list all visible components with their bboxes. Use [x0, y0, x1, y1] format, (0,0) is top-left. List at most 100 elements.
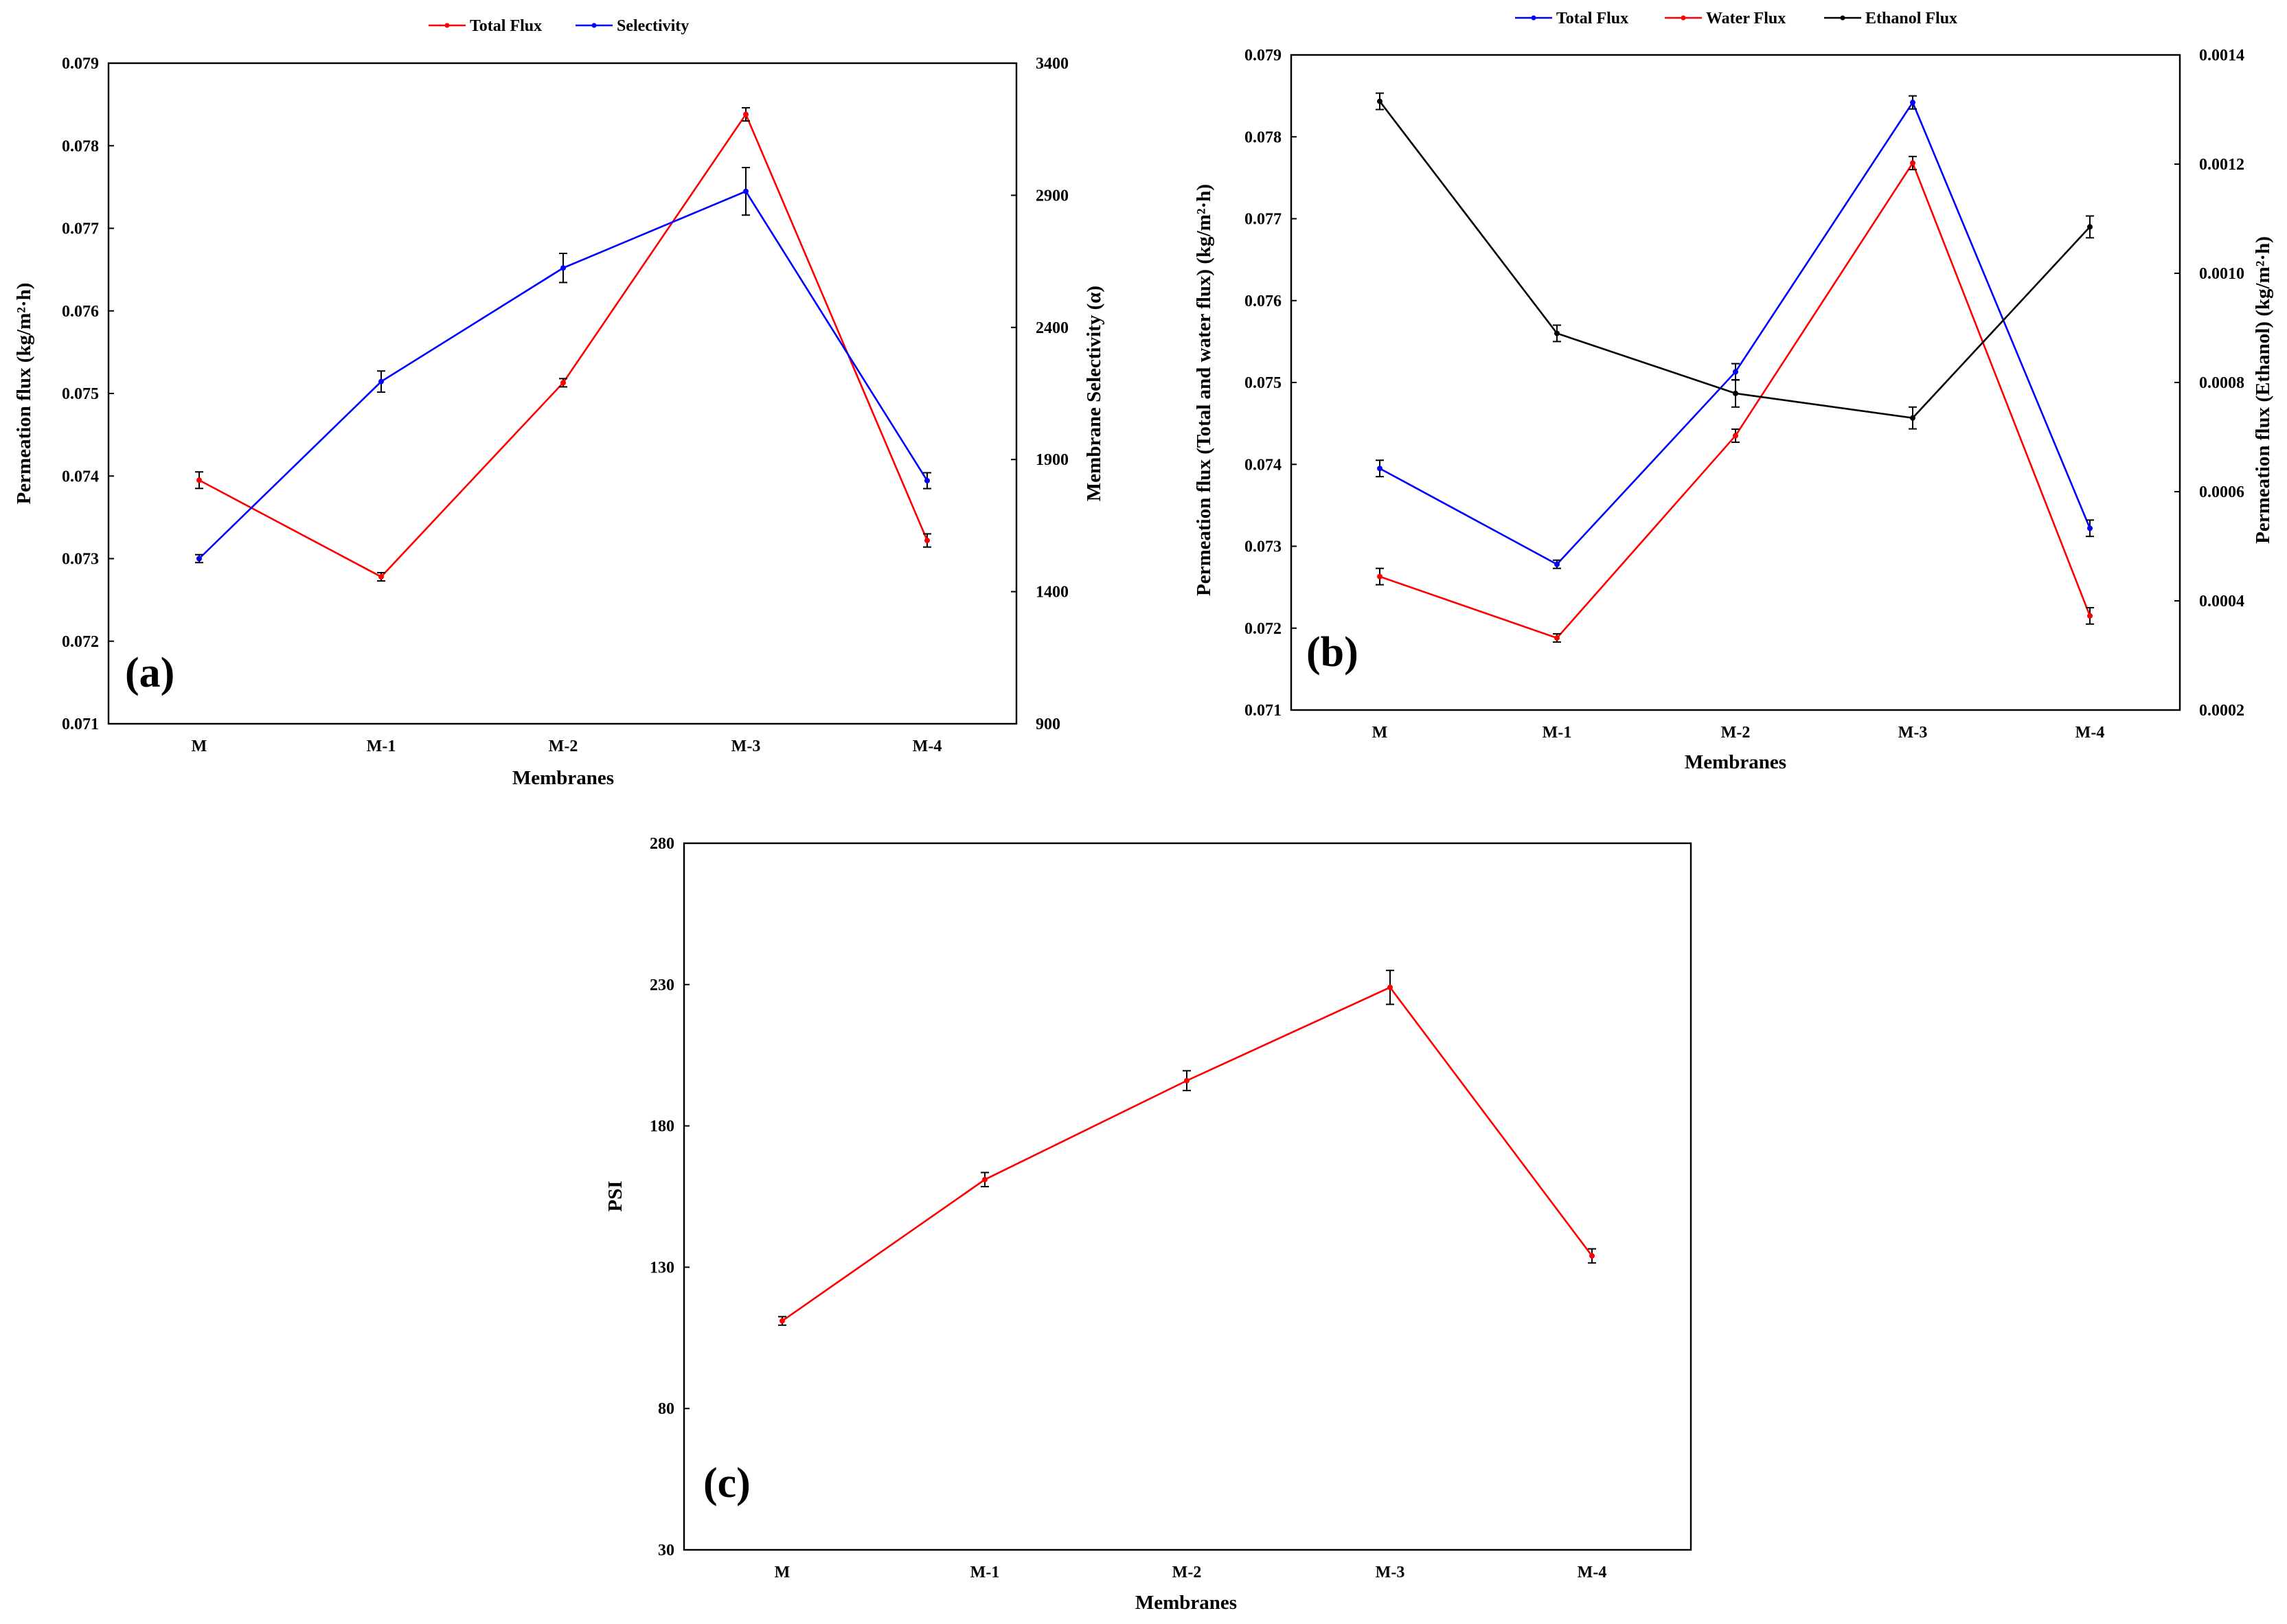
legend-a-marker-total-flux [444, 23, 450, 28]
y-right-tick-label: 0.0012 [2199, 156, 2244, 174]
y-tick-label: 0.072 [1244, 620, 1282, 638]
x-tick-label: M-4 [2075, 724, 2105, 742]
y-axis-right-b: 0.0002 0.0004 0.0006 0.0008 0.0010 0.0012 0.00… [2174, 47, 2244, 720]
y-tick-label: 0.072 [62, 633, 99, 651]
series-psi [778, 970, 1596, 1326]
chart-panel-b: Total Flux Water Flux Ethanol Flux 0.071… [1193, 10, 2274, 773]
x-axis-c: M M-1 M-2 M-3 M-4 [775, 1564, 1607, 1581]
data-point [196, 477, 202, 483]
series-c [778, 970, 1596, 1326]
y-right-tick-label: 0.0006 [2199, 483, 2244, 501]
legend-b-label-water-flux: Water Flux [1706, 10, 1786, 27]
y-right-tick-label: 0.0014 [2199, 47, 2244, 65]
data-point [1184, 1077, 1190, 1084]
y-axis-title-a: Permeation flux (kg/m²·h) [13, 283, 35, 505]
y-right-tick-label: 1900 [1036, 451, 1069, 469]
legend-a-marker-selectivity [591, 23, 597, 28]
y-tick-label: 280 [650, 835, 674, 853]
y-tick-label: 0.073 [62, 551, 99, 569]
y-tick-label: 80 [658, 1400, 674, 1418]
x-tick-label: M [192, 737, 207, 755]
y-tick-label: 0.079 [1244, 47, 1282, 65]
data-point [1910, 415, 1915, 421]
x-axis-b: M M-1 M-2 M-3 M-4 [1372, 724, 2105, 742]
y-axis-title-c: PSI [604, 1180, 626, 1211]
series-total-flux [195, 106, 931, 582]
y-axis-title-b: Permeation flux (Total and water flux) (… [1193, 184, 1215, 596]
series-selectivity [195, 166, 931, 564]
y-right-tick-label: 2900 [1036, 187, 1069, 205]
data-point [743, 111, 749, 117]
series-a [195, 106, 931, 582]
data-point [378, 573, 384, 580]
y-tick-label: 0.074 [1244, 456, 1282, 474]
y-tick-label: 0.079 [62, 55, 99, 73]
legend-a-label-selectivity: Selectivity [617, 17, 689, 35]
data-point [196, 556, 202, 562]
y-tick-label: 0.078 [62, 137, 99, 155]
y-right-tick-label: 0.0008 [2199, 374, 2244, 392]
y-right-tick-label: 2400 [1036, 319, 1069, 337]
data-point [982, 1176, 988, 1182]
y-right-tick-label: 1400 [1036, 584, 1069, 602]
data-point [1910, 160, 1915, 166]
data-point [1733, 433, 1738, 439]
data-point [1377, 98, 1383, 104]
x-axis-title-a: Membranes [512, 767, 614, 789]
legend-b: Total Flux Water Flux Ethanol Flux [1515, 10, 1957, 27]
legend-b-marker-water-flux [1681, 15, 1686, 21]
x-tick-label: M-4 [1578, 1564, 1607, 1581]
legend-b-label-ethanol-flux: Ethanol Flux [1865, 10, 1957, 27]
series-b [1376, 92, 2094, 643]
series-total-flux [1376, 95, 2094, 569]
x-tick-label: M-1 [970, 1564, 1000, 1581]
plot-frame-a [107, 62, 1018, 725]
y-axis-right-a: 900 1400 1900 2400 2900 3400 [1011, 55, 1069, 733]
y-axis-left-b: 0.071 0.072 0.073 0.074 0.075 0.076 0.077 0.078… [1244, 47, 1297, 720]
data-point [560, 265, 566, 271]
y-right-tick-label: 3400 [1036, 55, 1069, 73]
panel-label-a: (a) [125, 650, 174, 696]
legend-b-label-total-flux: Total Flux [1556, 10, 1628, 27]
y-tick-label: 0.071 [62, 716, 99, 733]
data-point [2087, 613, 2093, 619]
legend-b-marker-ethanol-flux [1840, 15, 1845, 21]
plot-frame-c [683, 842, 1692, 1551]
data-point [1554, 561, 1560, 567]
data-point [1733, 369, 1738, 375]
y-tick-label: 0.075 [62, 385, 99, 403]
data-point [378, 378, 384, 385]
data-point [924, 477, 930, 483]
legend-a: Total Flux Selectivity [429, 17, 689, 35]
series-water-flux [1376, 155, 2094, 643]
y-axis-right-title-a: Membrane Selectivity (α) [1083, 286, 1105, 501]
y-right-tick-label: 0.0004 [2199, 593, 2244, 610]
y-tick-label: 0.075 [1244, 374, 1282, 392]
data-point [560, 380, 566, 386]
series-line-psi [782, 986, 1593, 1322]
series-line-total-flux [198, 112, 929, 578]
x-axis-a: M M-1 M-2 M-3 M-4 [192, 737, 942, 755]
series-line-selectivity [198, 190, 929, 560]
x-tick-label: M-1 [1543, 724, 1572, 742]
x-tick-label: M-2 [549, 737, 578, 755]
x-tick-label: M-4 [913, 737, 942, 755]
x-tick-label: M-3 [731, 737, 761, 755]
data-point [1387, 984, 1393, 990]
data-point [924, 538, 930, 544]
y-tick-label: 0.078 [1244, 128, 1282, 146]
data-point [743, 188, 749, 194]
y-right-tick-label: 0.0010 [2199, 265, 2244, 283]
y-tick-label: 0.076 [1244, 293, 1282, 310]
legend-b-marker-total-flux [1531, 15, 1536, 21]
legend-a-label-total-flux: Total Flux [470, 17, 542, 35]
chart-panel-a: Total Flux Selectivity 0.071 0.072 0.073 0.… [13, 17, 1105, 789]
y-axis-left-a: 0.071 0.072 0.073 0.074 0.075 0.076 0.077 0.078… [62, 55, 114, 733]
y-tick-label: 0.076 [62, 303, 99, 321]
y-axis-right-title-b: Permeation flux (Ethanol) (kg/m²·h) [2252, 236, 2274, 544]
panel-label-c: (c) [703, 1460, 751, 1507]
x-tick-label: M-2 [1721, 724, 1751, 742]
y-right-tick-label: 0.0002 [2199, 702, 2244, 720]
x-tick-label: M [775, 1564, 790, 1581]
